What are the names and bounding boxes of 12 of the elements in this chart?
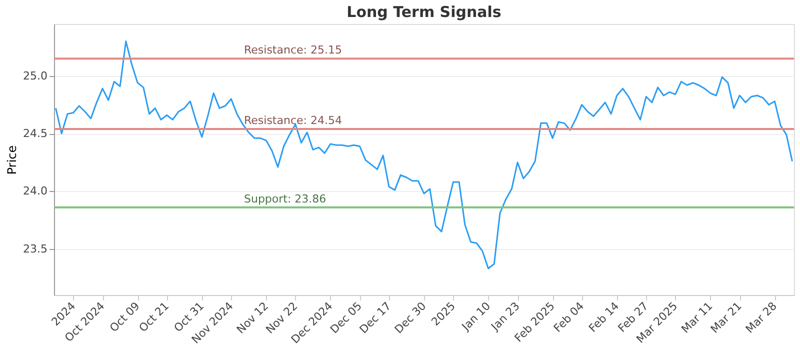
ref-line-label: Resistance: 24.54 (244, 114, 342, 127)
y-axis-title: Price (5, 145, 20, 175)
y-tick-label: 24.5 (23, 127, 48, 140)
x-tick-label: Dec 30 (392, 300, 429, 336)
chart-title: Long Term Signals (346, 3, 502, 21)
ref-line-label: Support: 23.86 (244, 192, 326, 206)
x-tick-label: Mar 28 (743, 300, 780, 336)
y-tick-label: 25.0 (23, 69, 48, 82)
line-series (55, 40, 793, 270)
ref-line-label: Resistance: 25.15 (244, 44, 342, 57)
y-tick-label: 23.5 (23, 242, 48, 256)
y-tick-label: 24.0 (23, 184, 48, 198)
